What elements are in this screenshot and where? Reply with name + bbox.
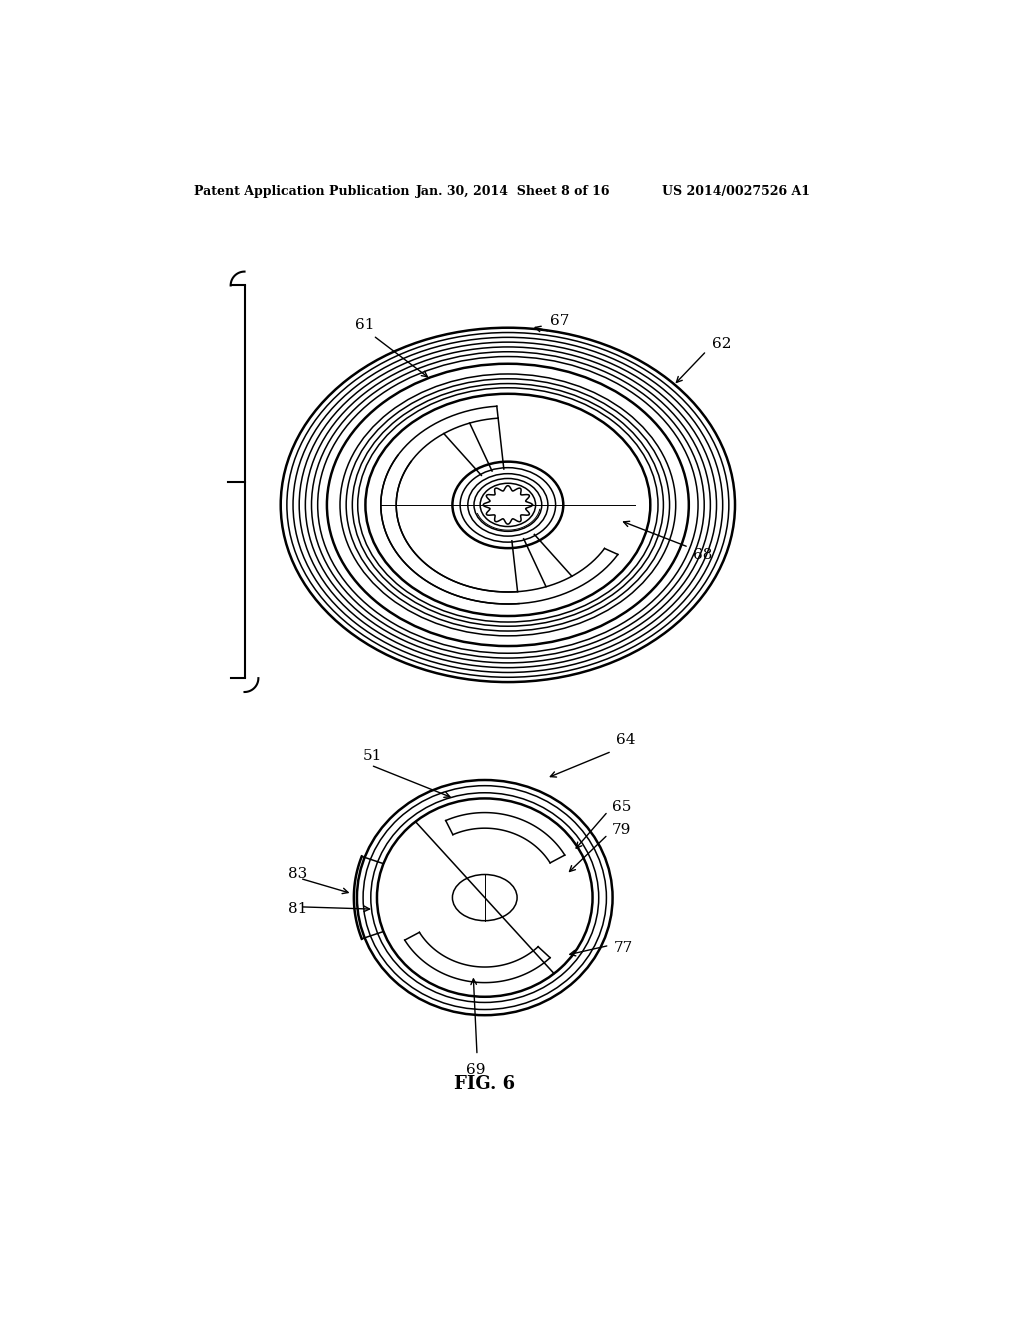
Text: 64: 64 <box>615 734 635 747</box>
Text: 65: 65 <box>611 800 631 813</box>
Text: Jan. 30, 2014  Sheet 8 of 16: Jan. 30, 2014 Sheet 8 of 16 <box>416 185 610 198</box>
Text: 51: 51 <box>364 748 383 763</box>
Text: 81: 81 <box>289 902 308 916</box>
Text: 83: 83 <box>289 867 307 882</box>
Text: US 2014/0027526 A1: US 2014/0027526 A1 <box>662 185 810 198</box>
Text: 67: 67 <box>550 314 569 327</box>
Text: 69: 69 <box>466 1063 485 1077</box>
Text: 79: 79 <box>611 822 631 837</box>
Text: FIG. 6: FIG. 6 <box>455 1074 515 1093</box>
Text: 77: 77 <box>614 941 634 954</box>
Text: Patent Application Publication: Patent Application Publication <box>194 185 410 198</box>
Text: 62: 62 <box>712 337 731 351</box>
Text: 68: 68 <box>692 548 712 562</box>
Text: 61: 61 <box>355 318 375 331</box>
